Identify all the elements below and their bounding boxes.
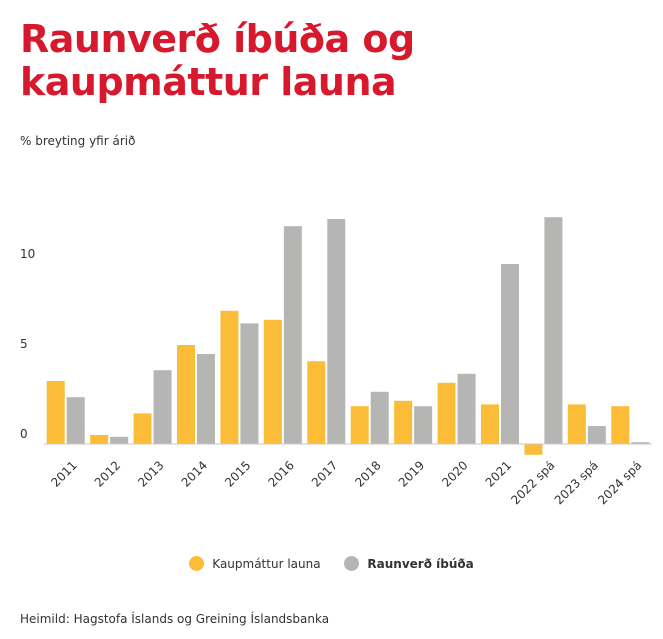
legend-label-kaupmattur: Kaupmáttur launa — [212, 556, 321, 571]
bar-kaupmattur-2020 — [437, 382, 456, 444]
chart-title: Raunverð íbúða og kaupmáttur launa — [20, 17, 415, 104]
bar-raunverd-2012 — [110, 436, 129, 444]
source-note: Heimild: Hagstofa Íslands og Greining Ís… — [20, 612, 330, 626]
bar-kaupmattur-2015 — [220, 310, 239, 444]
legend-item-kaupmattur[interactable]: Kaupmáttur launa — [189, 556, 321, 571]
x-tick-label: 2012 — [92, 458, 123, 489]
x-tick-label: 2021 — [483, 458, 514, 489]
chart-subtitle: % breyting yfir árið — [20, 134, 136, 148]
x-tick-label: 2013 — [135, 458, 166, 489]
bar-kaupmattur-2017 — [307, 361, 326, 444]
x-tick-label: 2015 — [222, 458, 253, 489]
legend-label-raunverd: Raunverð íbúða — [367, 556, 474, 571]
bar-raunverd-2021 — [501, 264, 519, 444]
bar-raunverd-2023-spá — [587, 426, 606, 444]
legend-swatch-raunverd — [344, 556, 360, 571]
bar-kaupmattur-2019 — [394, 400, 413, 444]
bar-kaupmattur-2021 — [481, 404, 499, 444]
bar-raunverd-2015 — [240, 323, 259, 444]
bar-kaupmattur-2024-spá — [611, 406, 630, 444]
x-tick-label: 2016 — [265, 458, 296, 489]
bar-kaupmattur-2014 — [177, 345, 195, 444]
bar-kaupmattur-2023-spá — [567, 404, 586, 444]
x-tick-label: 2020 — [439, 458, 470, 489]
bar-raunverd-2017 — [327, 219, 346, 444]
bar-raunverd-2019 — [414, 406, 433, 444]
bar-kaupmattur-2018 — [350, 406, 369, 444]
legend-item-raunverd[interactable]: Raunverð íbúða — [344, 556, 474, 571]
x-tick-label: 2023 spá — [552, 458, 601, 507]
x-tick-label: 2022 spá — [508, 458, 557, 507]
x-tick-label: 2017 — [309, 458, 340, 489]
bar-raunverd-2018 — [370, 391, 389, 444]
y-tick-label: 0 — [20, 427, 28, 441]
x-tick-label: 2011 — [48, 458, 79, 489]
bar-kaupmattur-2012 — [90, 435, 109, 444]
legend: Kaupmáttur launa Raunverð íbúða — [0, 556, 663, 574]
bar-raunverd-2020 — [457, 373, 476, 444]
bar-kaupmattur-2013 — [133, 413, 152, 444]
x-tick-label: 2018 — [352, 458, 383, 489]
x-tick-label: 2024 spá — [595, 458, 644, 507]
bar-kaupmattur-2016 — [263, 319, 282, 444]
bar-raunverd-2011 — [66, 397, 85, 444]
y-tick-label: 5 — [20, 337, 28, 351]
bar-chart: 0 5 10 2011 2012 2013 2014 2015 2016 2017 2018 2019… — [20, 217, 652, 507]
bar-raunverd-2024-spá — [631, 442, 650, 444]
y-tick-label: 10 — [20, 247, 35, 261]
bar-raunverd-2014 — [197, 354, 215, 444]
bar-raunverd-2016 — [283, 226, 302, 444]
bar-kaupmattur-2011 — [46, 381, 65, 444]
x-tick-label: 2014 — [179, 458, 210, 489]
x-tick-label: 2019 — [396, 458, 427, 489]
bar-raunverd-2022-spá — [544, 217, 563, 444]
bar-raunverd-2013 — [153, 370, 172, 444]
bar-kaupmattur-2022-spá — [524, 444, 543, 455]
legend-swatch-kaupmattur — [189, 556, 205, 571]
